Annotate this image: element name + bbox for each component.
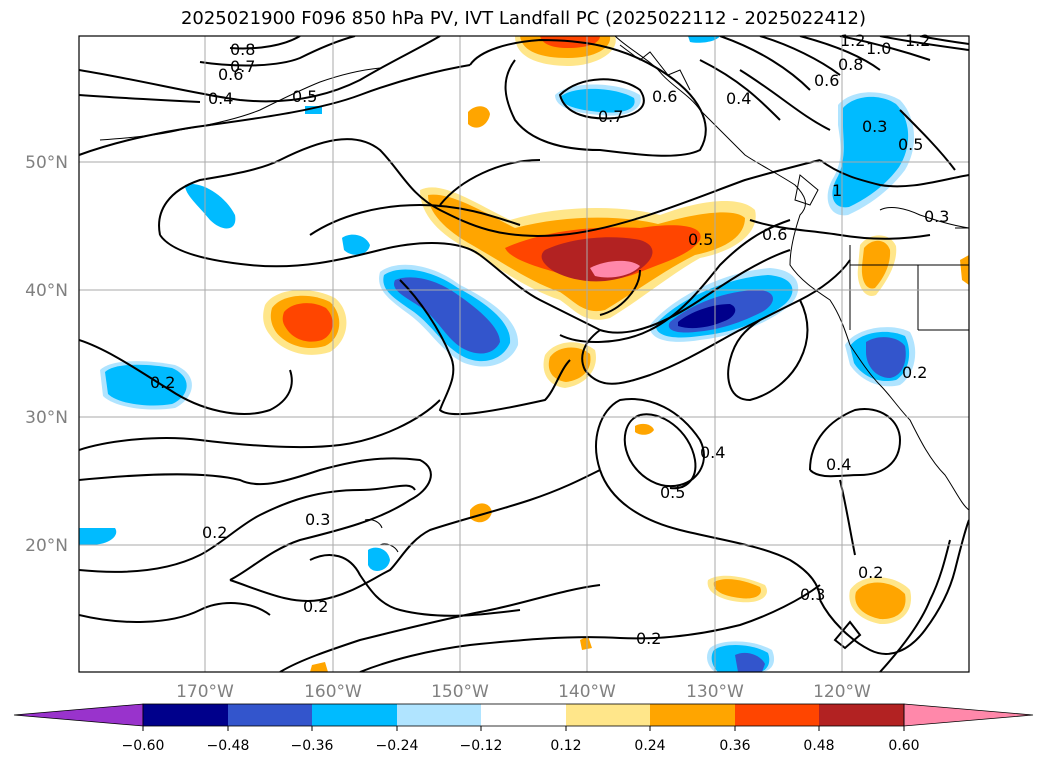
colorbar-segment	[819, 704, 904, 726]
contour-label: 0.3	[800, 585, 825, 604]
contour-label: 0.6	[814, 71, 839, 90]
contour-label: 0.7	[598, 107, 623, 126]
contour-label: 0.8	[838, 55, 863, 74]
colorbar-tick-label: −0.36	[291, 738, 334, 754]
map-frame	[78, 35, 970, 673]
lon-label: 140°W	[558, 682, 616, 702]
lon-label: 160°W	[304, 682, 362, 702]
lat-label: 40°N	[25, 281, 68, 301]
lon-label: 120°W	[813, 682, 871, 702]
contour-label: 0.4	[700, 443, 725, 462]
colorbar-tick-label: 0.12	[550, 738, 581, 754]
lon-label: 150°W	[431, 682, 489, 702]
colorbar-tick-label: −0.12	[460, 738, 503, 754]
pv-contours	[79, 36, 969, 672]
latitude-labels: 50°N 40°N 30°N 20°N	[25, 153, 68, 556]
colorbar-tick-label: 0.60	[888, 738, 919, 754]
contour-label: 0.2	[303, 597, 328, 616]
colorbar-tick-label: −0.60	[122, 738, 165, 754]
colorbar-tick-label: 0.24	[634, 738, 665, 754]
map-background	[79, 36, 969, 672]
contour-label: 0.4	[208, 89, 233, 108]
contour-label: 0.2	[150, 373, 175, 392]
lat-label: 50°N	[25, 153, 68, 173]
colorbar: −0.60 −0.48 −0.36 −0.24 −0.12 0.12 0.24 …	[13, 703, 1034, 754]
colorbar-max-arrow	[903, 703, 1034, 727]
contour-label: 0.6	[762, 225, 787, 244]
colorbar-segment	[650, 704, 735, 726]
contour-label: 1	[832, 181, 842, 200]
colorbar-segment	[735, 704, 819, 726]
contour-label: 0.8	[230, 40, 255, 59]
contour-label: 0.5	[688, 230, 713, 249]
lat-label: 20°N	[25, 536, 68, 556]
colorbar-tick-label: −0.48	[207, 738, 250, 754]
colorbar-segment	[228, 704, 312, 726]
colorbar-min-arrow	[13, 703, 144, 727]
lat-label: 30°N	[25, 408, 68, 428]
contour-label: 0.5	[292, 87, 317, 106]
contour-label: 0.5	[660, 483, 685, 502]
graticule	[79, 36, 969, 672]
contour-label: 0.3	[305, 510, 330, 529]
colorbar-segment	[312, 704, 397, 726]
contour-label: 1.2	[840, 31, 865, 50]
colorbar-tick-label: −0.24	[376, 738, 419, 754]
lon-label: 170°W	[176, 682, 234, 702]
contour-label: 0.2	[902, 363, 927, 382]
colorbar-segment	[566, 704, 650, 726]
contour-label: 0.4	[726, 89, 751, 108]
colorbar-segment	[397, 704, 481, 726]
longitude-labels: 170°W 160°W 150°W 140°W 130°W 120°W	[176, 682, 871, 702]
contour-label: 0.3	[862, 117, 887, 136]
colorbar-segment	[481, 704, 566, 726]
contour-label: 1.0	[866, 39, 891, 58]
contour-label-group: 0.8 0.7 0.6 0.4 0.5 1.2 1.0 1.2 0.8 0.6 …	[150, 31, 949, 648]
contour-label: 0.2	[858, 563, 883, 582]
colorbar-tick-label: 0.36	[719, 738, 750, 754]
contour-label: 0.6	[218, 65, 243, 84]
contour-label: 1.2	[905, 31, 930, 50]
contour-label: 0.2	[636, 629, 661, 648]
contour-label: 0.7	[230, 57, 255, 76]
map-title: 2025021900 F096 850 hPa PV, IVT Landfall…	[180, 8, 867, 29]
contour-label: 0.3	[924, 207, 949, 226]
contour-label: 0.4	[826, 455, 851, 474]
contour-label: 0.2	[202, 523, 227, 542]
contour-label: 0.5	[898, 135, 923, 154]
contour-label: 0.6	[652, 87, 677, 106]
lon-label: 130°W	[686, 682, 744, 702]
colorbar-tick-label: 0.48	[803, 738, 834, 754]
colorbar-segment	[143, 704, 228, 726]
